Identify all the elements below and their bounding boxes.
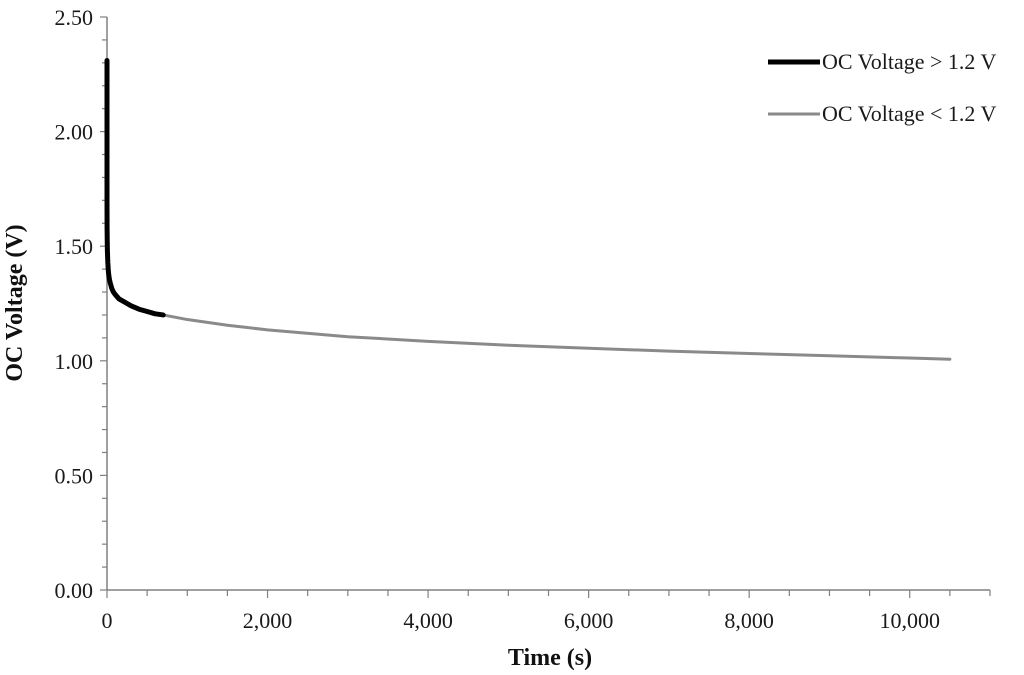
legend-label-2: OC Voltage < 1.2 V <box>822 101 996 126</box>
legend: OC Voltage > 1.2 V OC Voltage < 1.2 V <box>768 49 996 126</box>
axes: 0.00 0.50 1.00 1.50 2.00 2.50 0 2,000 4,000 6,00… <box>55 5 991 633</box>
x-minor-ticks <box>106 590 991 598</box>
x-tick-label: 8,000 <box>724 608 774 633</box>
x-tick-label: 10,000 <box>879 608 940 633</box>
y-tick-label: 1.00 <box>55 349 94 374</box>
y-tick-label: 0.00 <box>55 578 94 603</box>
y-tick-label: 2.00 <box>55 120 94 145</box>
x-tick-label: 6,000 <box>564 608 614 633</box>
y-tick-label: 0.50 <box>55 463 94 488</box>
x-axis-title: Time (s) <box>508 645 592 671</box>
y-tick-label: 2.50 <box>55 5 94 30</box>
x-tick-label: 0 <box>102 608 113 633</box>
x-tick-label: 4,000 <box>403 608 453 633</box>
y-tick-label: 1.50 <box>55 234 94 259</box>
y-tick-labels: 0.00 0.50 1.00 1.50 2.00 2.50 <box>55 5 94 603</box>
legend-label-1: OC Voltage > 1.2 V <box>822 49 996 74</box>
x-tick-label: 2,000 <box>243 608 293 633</box>
y-axis-title: OC Voltage (V) <box>2 224 28 381</box>
x-tick-labels: 0 2,000 4,000 6,000 8,000 10,000 <box>102 608 940 633</box>
series-line-2 <box>161 313 952 361</box>
series-group <box>104 58 952 361</box>
series-line-1 <box>104 58 166 318</box>
